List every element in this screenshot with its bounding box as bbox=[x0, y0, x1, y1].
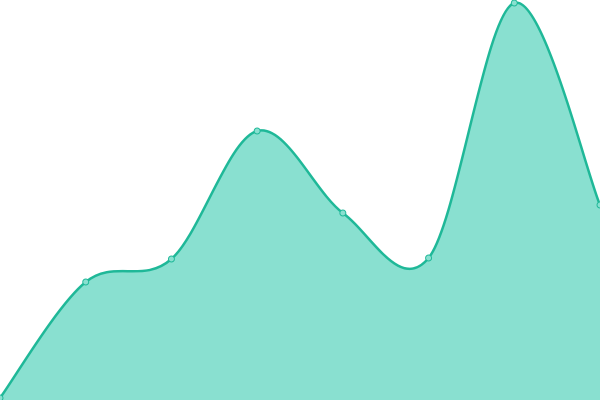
data-point bbox=[339, 209, 347, 217]
data-point bbox=[167, 255, 175, 263]
data-point bbox=[0, 394, 4, 400]
data-point bbox=[253, 127, 261, 135]
data-point bbox=[425, 254, 433, 262]
data-point bbox=[596, 201, 600, 209]
data-point bbox=[510, 0, 518, 7]
data-point bbox=[82, 278, 90, 286]
